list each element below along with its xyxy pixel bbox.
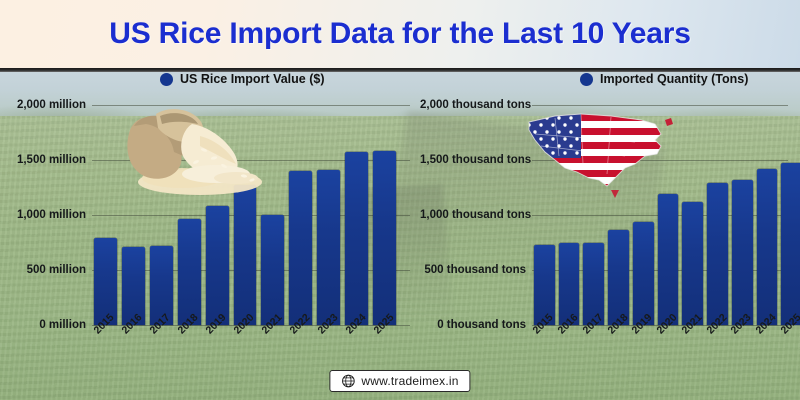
- bar-slot: 2018: [176, 105, 201, 336]
- bar[interactable]: [632, 221, 654, 325]
- page-title: US Rice Import Data for the Last 10 Year…: [109, 17, 691, 50]
- bar-series: 2015 2016 2017 2018 2019 2020 2021 2022 2023 2024…: [92, 105, 396, 336]
- bar-slot: 2020: [654, 105, 679, 336]
- legend-left: US Rice Import Value ($): [160, 72, 324, 86]
- bar[interactable]: [233, 185, 257, 325]
- gridline: [92, 325, 410, 326]
- legend-label-right: Imported Quantity (Tons): [600, 72, 749, 86]
- bar-slot: 2022: [287, 105, 313, 336]
- gridline: [532, 325, 788, 326]
- bar[interactable]: [177, 219, 201, 325]
- bar[interactable]: [317, 169, 341, 325]
- legend-marker-icon: [580, 72, 593, 86]
- bar-slot: 2015: [531, 105, 556, 336]
- bar-slot: 2019: [630, 105, 655, 336]
- chart-imported-quantity: 0 thousand tons 500 thousand tons 1,000 th…: [420, 68, 800, 400]
- bar-slot: 2025: [371, 105, 396, 336]
- website-url: www.tradeimex.in: [361, 374, 459, 388]
- bar[interactable]: [373, 151, 396, 325]
- footer-website-badge[interactable]: www.tradeimex.in: [329, 370, 471, 392]
- y-axis-tick-label: 500 million: [26, 264, 86, 276]
- bar[interactable]: [149, 246, 173, 325]
- y-axis-tick-label: 1,500 thousand tons: [420, 154, 532, 166]
- legend-right: Imported Quantity (Tons): [580, 72, 748, 86]
- bar[interactable]: [558, 243, 580, 325]
- bar-slot: 2020: [231, 105, 257, 336]
- bar-slot: 2019: [204, 105, 229, 336]
- bar-slot: 2017: [580, 105, 605, 336]
- bar[interactable]: [205, 206, 229, 325]
- globe-icon: [342, 374, 355, 388]
- bar[interactable]: [345, 152, 369, 325]
- bar[interactable]: [707, 183, 728, 325]
- bar-slot: 2021: [679, 105, 704, 336]
- gridline: [92, 160, 410, 161]
- header-banner: US Rice Import Data for the Last 10 Year…: [0, 0, 800, 68]
- bar[interactable]: [731, 179, 753, 325]
- legend-label-left: US Rice Import Value ($): [180, 72, 325, 86]
- bar-slot: 2025: [778, 105, 800, 336]
- bar-slot: 2021: [259, 105, 285, 336]
- bar-slot: 2017: [148, 105, 173, 336]
- bar-slot: 2018: [605, 105, 630, 336]
- bar-slot: 2015: [92, 105, 117, 336]
- bar[interactable]: [657, 194, 679, 325]
- y-axis-tick-label: 2,000 thousand tons: [420, 99, 532, 111]
- bar[interactable]: [289, 171, 313, 325]
- bar-slot: 2023: [315, 105, 341, 336]
- bar[interactable]: [261, 215, 285, 325]
- bar[interactable]: [756, 168, 778, 325]
- y-axis-tick-label: 0 thousand tons: [437, 319, 526, 331]
- bar[interactable]: [583, 242, 605, 325]
- bar[interactable]: [534, 244, 555, 325]
- bar[interactable]: [682, 201, 704, 325]
- bar[interactable]: [121, 246, 145, 325]
- y-axis-tick-label: 1,000 million: [16, 209, 86, 221]
- bar-slot: 2024: [343, 105, 369, 336]
- bar[interactable]: [94, 238, 117, 325]
- bar-slot: 2016: [120, 105, 145, 336]
- legend-marker-icon: [160, 72, 173, 86]
- bar-series: 2015 2016 2017 2018 2019 2020 2021 2022 2023 2024…: [531, 105, 800, 336]
- bar-slot: 2023: [729, 105, 754, 336]
- chart-import-value: 0 million 500 million 1,000 million 1,500 m…: [0, 68, 420, 400]
- bar-slot: 2024: [753, 105, 778, 336]
- gridline: [92, 105, 410, 106]
- header-divider: [0, 68, 800, 72]
- y-axis-tick-label: 1,000 thousand tons: [420, 209, 532, 221]
- y-axis-tick-label: 2,000 million: [16, 99, 86, 111]
- bar[interactable]: [608, 230, 629, 325]
- bar-slot: 2016: [556, 105, 581, 336]
- bar[interactable]: [781, 163, 800, 325]
- bar-slot: 2022: [704, 105, 729, 336]
- y-axis-tick-label: 500 thousand tons: [424, 264, 526, 276]
- y-axis-tick-label: 1,500 million: [16, 154, 86, 166]
- gridline: [532, 105, 788, 106]
- y-axis-tick-label: 0 million: [39, 319, 86, 331]
